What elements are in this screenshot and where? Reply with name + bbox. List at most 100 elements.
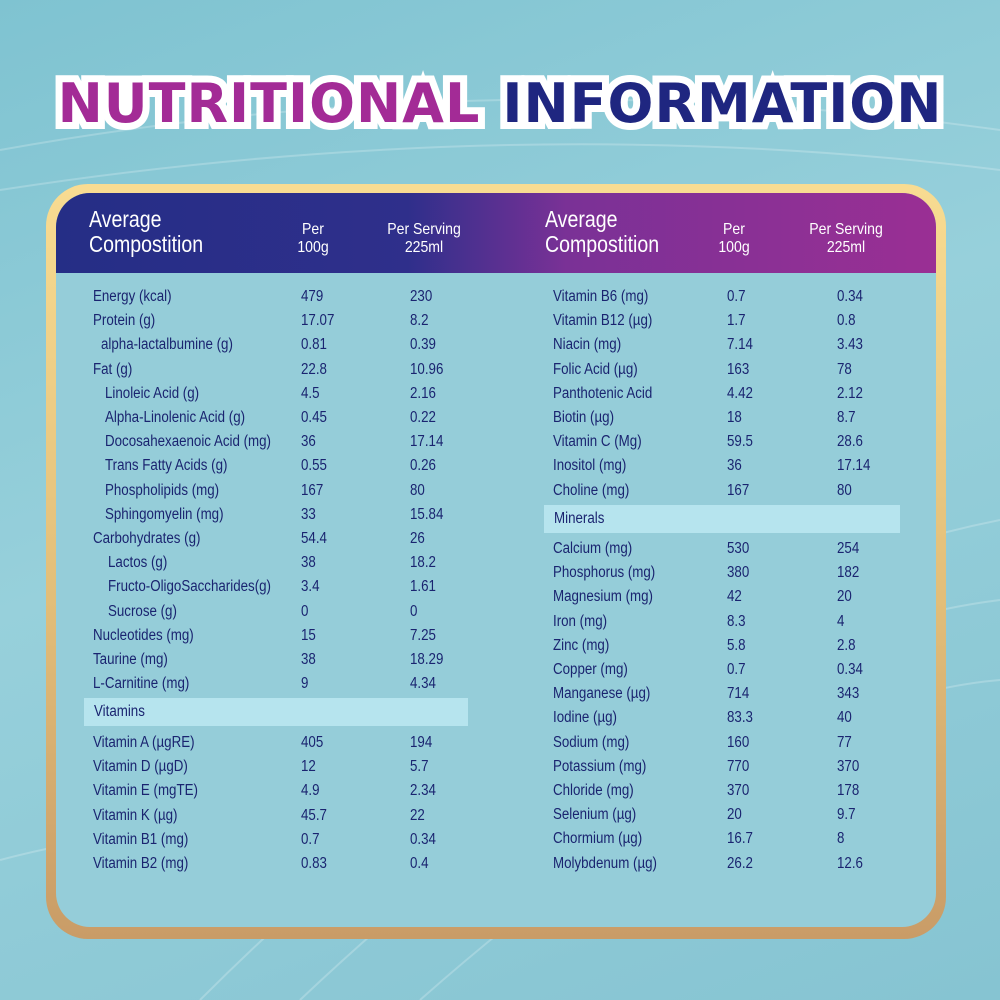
per-serving-value: 17.14: [410, 433, 444, 451]
per-serving-value: 77: [837, 733, 852, 751]
nutrient-name: Sphingomyelin (mg): [105, 505, 224, 523]
table-row: Iron (mg) 8.3 4: [56, 610, 936, 634]
nutrient-name: Trans Fatty Acids (g): [105, 457, 228, 475]
nutrient-name: Protein (g): [93, 312, 156, 330]
table-row: Molybdenum (µg) 26.2 12.6: [56, 852, 936, 876]
table-row: Nucleotides (mg) 15 7.25: [56, 624, 936, 648]
per-100g-value: 0.7: [301, 830, 320, 848]
nutrient-name: Taurine (mg): [93, 651, 168, 668]
per-100g-value: 17.07: [301, 312, 335, 330]
per-serving-value: 22: [410, 806, 425, 824]
right-header-label1: Average: [545, 206, 618, 232]
per-serving-value: 5.7: [410, 758, 429, 776]
nutrient-name: Vitamin B6 (mg): [553, 288, 649, 305]
per-100g-value: 0.45: [301, 409, 327, 426]
right-header-serving-b: 225ml: [826, 238, 866, 256]
right-header-label2: Compostition: [545, 231, 660, 258]
left-header-per100-b: 100g: [297, 238, 329, 256]
table-row: Carbohydrates (g) 54.4 26: [56, 527, 936, 551]
table-row: Linoleic Acid (g) 4.5 2.16: [56, 382, 936, 406]
per-serving-value: 17.14: [837, 457, 871, 475]
per-serving-value: 0.34: [837, 661, 863, 678]
table-row: Vitamin E (mgTE) 4.9 2.34: [56, 779, 936, 803]
nutrient-name: Choline (mg): [553, 481, 630, 499]
nutrient-name: Phosphorus (mg): [553, 564, 656, 582]
table-row: Phosphorus (mg) 380 182: [56, 561, 936, 585]
title-word-nutritional: NUTRITIONAL: [51, 65, 487, 142]
per-serving-value: 8.7: [837, 409, 856, 426]
table-row: Niacin (mg) 7.14 3.43: [56, 333, 936, 357]
table-row: Selenium (µg) 20 9.7: [56, 803, 936, 827]
nutrition-table: Average Compostition Per 100g Per Servin…: [56, 193, 936, 927]
right-header-per100: Per 100g: [686, 221, 783, 256]
per-100g-value: 7.14: [727, 336, 753, 354]
nutrient-name: Phospholipids (mg): [105, 481, 220, 499]
nutrient-name: Vitamin E (mgTE): [93, 782, 198, 800]
table-row: Vitamin B1 (mg) 0.7 0.34: [56, 828, 936, 852]
right-header-serving: Per Serving 225ml: [798, 221, 895, 256]
per-serving-value: 26: [410, 530, 425, 547]
page-title: NUTRITIONAL INFORMATION: [0, 65, 1000, 142]
nutrient-name: Iodine (µg): [553, 709, 618, 727]
per-100g-value: 0.7: [727, 288, 746, 305]
per-100g-value: 38: [301, 554, 316, 572]
per-100g-value: 20: [727, 806, 742, 824]
table-row: Chormium (µg) 16.7 8: [56, 827, 936, 851]
per-100g-value: 0.83: [301, 855, 327, 872]
per-100g-value: 18: [727, 409, 742, 426]
per-100g-value: 36: [727, 457, 742, 475]
nutrient-name: Folic Acid (µg): [553, 360, 638, 378]
nutrient-name: Vitamin D (µgD): [93, 758, 188, 776]
table-row: Choline (mg) 167 80: [56, 479, 936, 503]
per-100g-value: 167: [301, 481, 324, 499]
nutrient-name: Potassium (mg): [553, 757, 647, 775]
nutrient-name: Calcium (mg): [553, 540, 633, 557]
left-header-serving-b: 225ml: [404, 238, 444, 256]
table-header: Average Compostition Per 100g Per Servin…: [56, 193, 936, 273]
left-header-composition: Average Compostition: [89, 206, 204, 258]
table-row: Lactos (g) 38 18.2: [56, 551, 936, 575]
left-header-label2: Compostition: [89, 231, 204, 258]
nutrient-name: Energy (kcal): [93, 288, 172, 305]
nutrient-name: Vitamin C (Mg): [553, 433, 642, 451]
table-row: Vitamin D (µgD) 12 5.7: [56, 755, 936, 779]
per-100g-value: 8.3: [727, 612, 746, 630]
section-label-minerals: Minerals: [554, 510, 605, 527]
table-row: Vitamin B2 (mg) 0.83 0.4: [56, 852, 936, 876]
table-row: Trans Fatty Acids (g) 0.55 0.26: [56, 454, 936, 478]
table-row: Calcium (mg) 530 254: [56, 537, 936, 561]
table-row: Chloride (mg) 370 178: [56, 779, 936, 803]
nutrient-name: Chloride (mg): [553, 782, 634, 799]
section-band-minerals: Minerals: [544, 505, 900, 533]
table-row: Vitamin B12 (µg) 1.7 0.8: [56, 309, 936, 333]
per-serving-value: 2.8: [837, 636, 856, 654]
per-100g-value: 12: [301, 758, 316, 776]
table-row: Magnesium (mg) 42 20: [56, 585, 936, 609]
table-row: Folic Acid (µg) 163 78: [56, 358, 936, 382]
per-serving-value: 370: [837, 757, 860, 775]
per-serving-value: 20: [837, 588, 852, 606]
table-row: Vitamin B6 (mg) 0.7 0.34: [56, 285, 936, 309]
nutrient-name: Sucrose (g): [108, 602, 177, 620]
nutrient-name: Vitamin A (µgRE): [93, 734, 195, 751]
table-row: Sodium (mg) 160 77: [56, 731, 936, 755]
nutrient-name: Fructo-OligoSaccharides(g): [108, 578, 271, 596]
per-serving-value: 8.2: [410, 312, 429, 330]
per-100g-value: 33: [301, 505, 316, 523]
table-row: Taurine (mg) 38 18.29: [56, 648, 936, 672]
title-word-information: INFORMATION: [495, 65, 948, 142]
nutrient-name: Fat (g): [93, 360, 133, 378]
per-100g-value: 59.5: [727, 433, 753, 451]
nutrient-name: Manganese (µg): [553, 685, 651, 703]
per-100g-value: 3.4: [301, 578, 320, 596]
per-100g-value: 42: [727, 588, 742, 606]
per-100g-value: 0.81: [301, 336, 327, 354]
table-row: L-Carnitine (mg) 9 4.34: [56, 672, 936, 696]
table-row: Copper (mg) 0.7 0.34: [56, 658, 936, 682]
per-100g-value: 83.3: [727, 709, 753, 727]
per-100g-value: 38: [301, 651, 316, 668]
per-serving-value: 0: [410, 602, 418, 620]
per-serving-value: 230: [410, 288, 433, 305]
per-serving-value: 80: [410, 481, 425, 499]
per-100g-value: 9: [301, 675, 309, 693]
